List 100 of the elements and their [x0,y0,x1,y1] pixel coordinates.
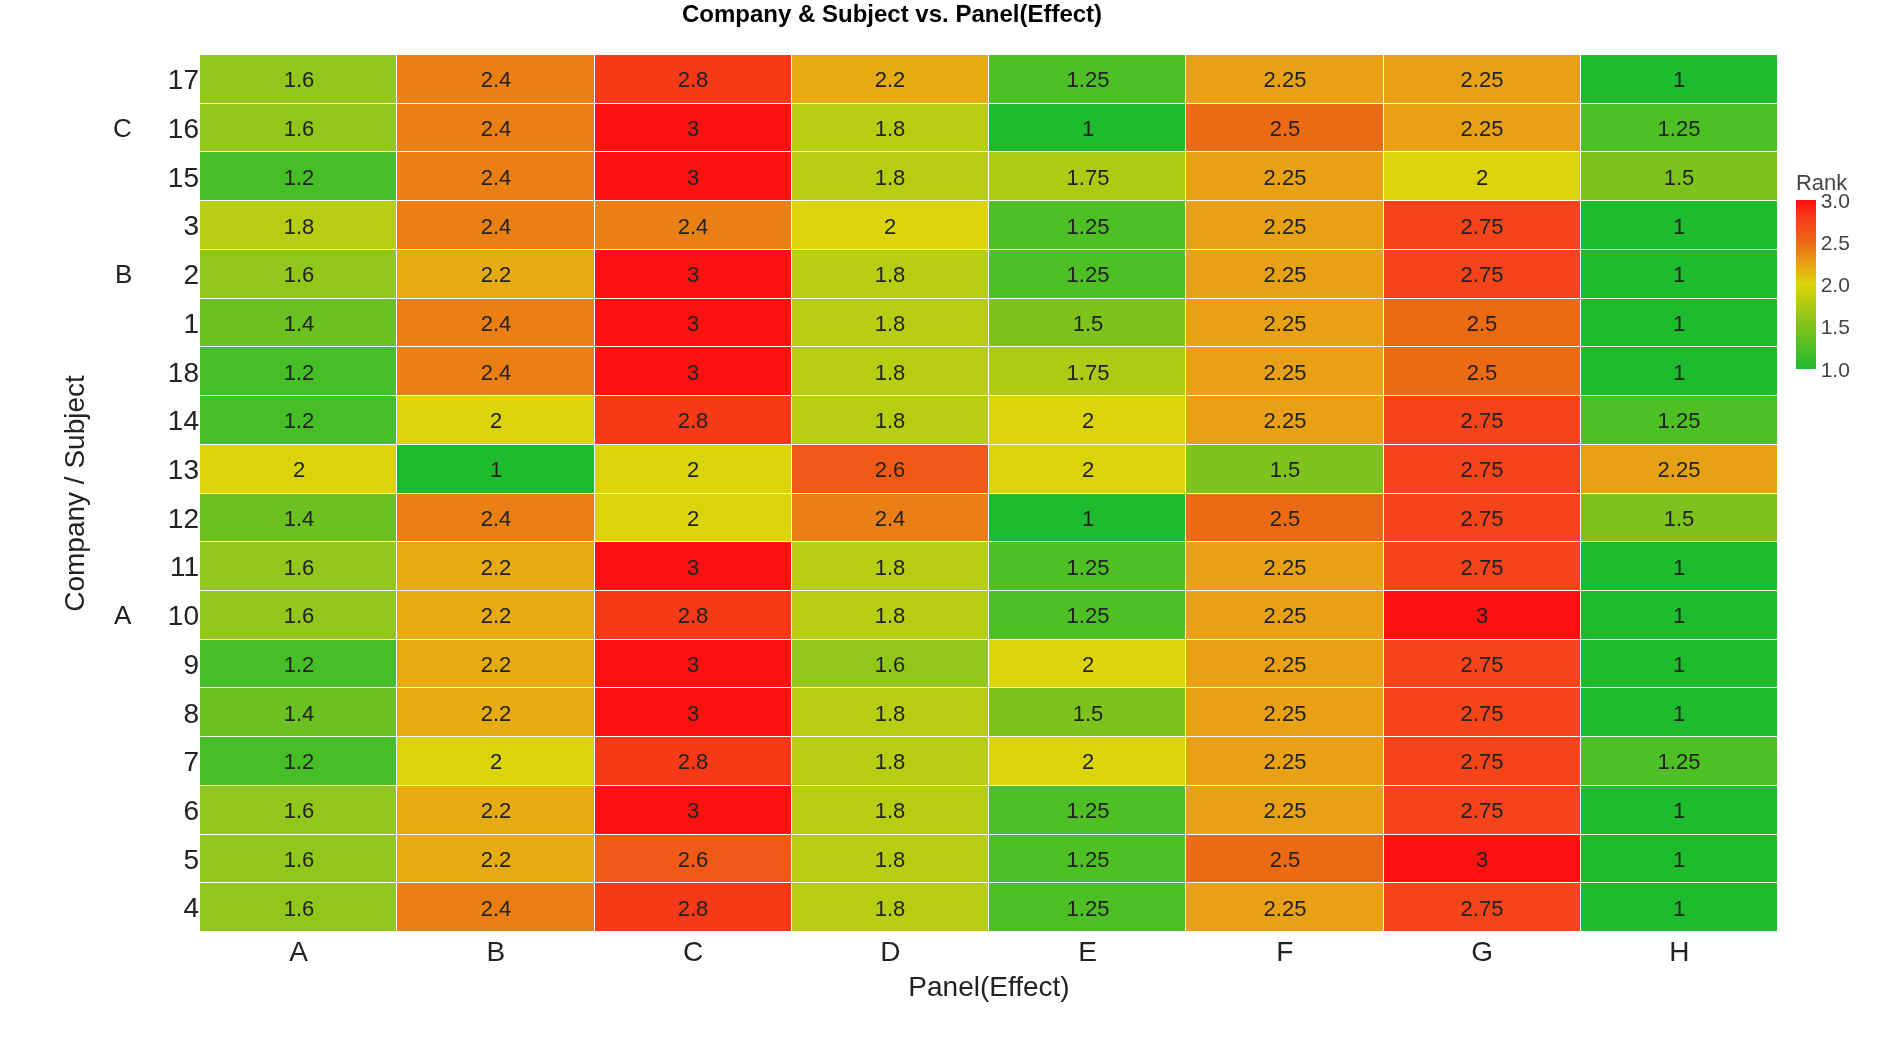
data-label: 3 [1475,602,1489,628]
data-label: 2.4 [480,164,512,190]
x-tick-label: D [880,936,901,967]
data-label: 2.8 [677,895,709,921]
data-label: 2 [292,456,306,482]
y-tick-label: 12 [167,502,199,534]
data-label: 1.6 [283,554,315,580]
data-label: 2.25 [1263,748,1307,774]
data-label: 1.6 [283,846,315,872]
x-tick-label: A [289,936,309,967]
data-label: 1.8 [874,554,906,580]
data-label: 3 [686,359,700,385]
data-label: 1.25 [1657,407,1701,433]
data-label: 1.8 [874,310,906,336]
data-label: 1 [1081,505,1095,531]
data-label: 2 [489,407,503,433]
data-label: 2.8 [677,748,709,774]
data-label: 2.25 [1263,164,1307,190]
data-label: 1.8 [874,700,906,726]
data-label: 1.2 [283,407,315,433]
data-label: 2 [1081,456,1095,482]
y-tick-label: 16 [167,112,199,144]
data-label: 2.4 [480,66,512,92]
y-axis-title: Company / Subject [58,375,90,612]
data-label: 2.75 [1460,456,1504,482]
data-label: 2.4 [480,359,512,385]
data-label: 2.8 [677,407,709,433]
data-label: 2.2 [480,797,512,823]
data-label: 2.4 [874,505,906,531]
data-label: 1.6 [283,602,315,628]
data-label: 2.2 [480,700,512,726]
data-label: 3 [686,261,700,287]
y2-tick-label: A [114,600,132,630]
data-label: 1.5 [1663,505,1695,531]
data-label: 2.2 [874,66,906,92]
data-label: 1.25 [1066,846,1110,872]
data-label: 1.8 [874,895,906,921]
data-label: 2.25 [1263,310,1307,336]
data-label: 2.25 [1263,797,1307,823]
data-label: 2.2 [480,846,512,872]
data-label: 1.8 [874,261,906,287]
x-tick-label: B [486,936,506,967]
data-label: 2.2 [480,602,512,628]
data-label: 2.4 [480,213,512,239]
data-label: 1 [1672,554,1686,580]
data-label: 3 [686,164,700,190]
data-label: 2.2 [480,651,512,677]
data-label: 2.75 [1460,797,1504,823]
data-label: 1.8 [874,115,906,141]
x-tick-label: G [1471,936,1494,967]
data-label: 1.25 [1066,66,1110,92]
data-label: 1.25 [1657,748,1701,774]
data-label: 2.25 [1460,115,1504,141]
data-label: 2.25 [1263,407,1307,433]
data-label: 1.25 [1066,602,1110,628]
data-label: 2.25 [1263,651,1307,677]
data-label: 2.25 [1263,602,1307,628]
data-label: 2.75 [1460,261,1504,287]
data-label: 1.25 [1066,554,1110,580]
data-label: 2 [1475,164,1489,190]
data-label: 3 [686,797,700,823]
data-label: 1.5 [1663,164,1695,190]
data-label: 2.4 [677,213,709,239]
data-label: 2 [1081,407,1095,433]
data-label: 1.4 [283,505,315,531]
color-bar-label: 1.0 [1820,357,1850,381]
data-label: 2.25 [1657,456,1701,482]
data-label: 1.5 [1072,310,1104,336]
data-label: 1.8 [874,797,906,823]
y-tick-label: 5 [183,843,199,875]
data-label: 3 [686,115,700,141]
y-tick-label: 8 [183,697,199,729]
data-label: 1.6 [283,797,315,823]
data-label: 1 [1672,213,1686,239]
data-label: 2.4 [480,895,512,921]
data-label: 2.2 [480,261,512,287]
data-label: 2.6 [874,456,906,482]
data-label: 1.2 [283,651,315,677]
data-label: 1.6 [283,895,315,921]
data-label: 2.25 [1460,66,1504,92]
data-label: 1 [1672,261,1686,287]
data-label: 1 [1672,602,1686,628]
data-label: 2.6 [677,846,709,872]
data-label: 1 [1672,651,1686,677]
data-label: 1 [1672,895,1686,921]
data-label: 1.8 [874,748,906,774]
data-label: 2 [686,456,700,482]
y-tick-label: 11 [169,551,199,583]
data-label: 2.5 [1466,359,1498,385]
chart-title: Company & Subject vs. Panel(Effect) [682,0,1103,27]
y-tick-label: 14 [167,405,199,437]
data-label: 1.75 [1066,359,1110,385]
data-label: 1.2 [283,164,315,190]
data-label: 1 [1672,846,1686,872]
data-label: 1 [1672,700,1686,726]
data-label: 1.6 [283,66,315,92]
data-label: 2.5 [1269,846,1301,872]
y-tick-label: 15 [167,161,199,193]
data-label: 1.8 [874,602,906,628]
data-label: 2.75 [1460,505,1504,531]
